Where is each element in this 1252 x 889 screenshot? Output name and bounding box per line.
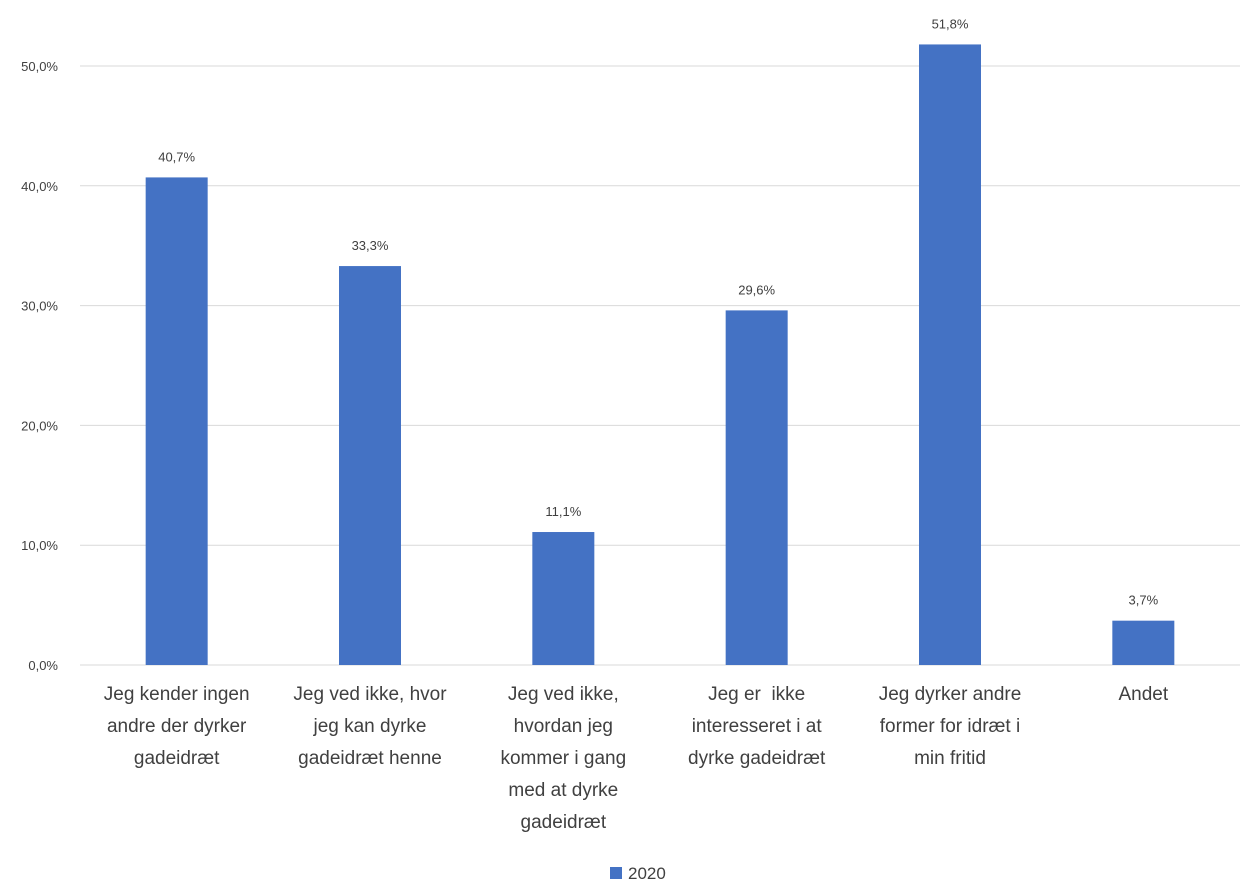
- x-category-label: Jeg dyrker andre: [879, 684, 1022, 705]
- bar: [1112, 620, 1175, 665]
- x-category-label: Jeg er ikke: [708, 684, 805, 705]
- data-label: 11,1%: [545, 504, 581, 519]
- x-category-label: kommer i gang: [500, 748, 626, 769]
- x-axis-categories: Jeg kender ingen andre der dyrker gadeidræ…: [104, 684, 1169, 833]
- x-category-label: gadeidræt: [521, 812, 607, 833]
- legend-swatch: [610, 867, 622, 879]
- x-category-label: Jeg kender ingen: [104, 684, 250, 705]
- bar: [725, 310, 788, 665]
- data-label: 29,6%: [738, 282, 775, 297]
- x-category-label: med at dyrke: [508, 780, 618, 801]
- bars: [145, 44, 1175, 666]
- y-tick-label: 20,0%: [21, 418, 58, 433]
- data-label: 33,3%: [352, 238, 389, 253]
- data-label: 40,7%: [158, 149, 195, 164]
- x-category-label: andre der dyrker: [107, 716, 247, 737]
- x-category-label: dyrke gadeidræt: [688, 748, 826, 769]
- x-category-label: former for idræt i: [880, 716, 1020, 737]
- bar: [532, 532, 595, 665]
- y-tick-label: 30,0%: [21, 299, 58, 314]
- gridlines: [80, 65, 1240, 666]
- x-category-label: gadeidræt henne: [298, 748, 442, 769]
- x-category-label: jeg kan dyrke: [312, 716, 426, 737]
- x-category-label: min fritid: [914, 748, 986, 769]
- legend: 2020: [610, 864, 666, 883]
- legend-label: 2020: [628, 864, 666, 883]
- y-tick-label: 0,0%: [28, 658, 58, 673]
- x-category-label: Andet: [1119, 684, 1169, 705]
- bar: [919, 44, 981, 666]
- data-labels: 40,7% 33,3% 11,1% 29,6% 51,8% 3,7%: [158, 16, 1158, 607]
- x-category-label: gadeidræt: [134, 748, 220, 769]
- x-category-label: hvordan jeg: [514, 716, 613, 737]
- x-category-label: Jeg ved ikke,: [508, 684, 619, 705]
- data-label: 51,8%: [932, 16, 969, 31]
- bar: [339, 266, 401, 665]
- y-tick-label: 40,0%: [21, 179, 58, 194]
- y-tick-label: 10,0%: [21, 538, 58, 553]
- y-tick-label: 50,0%: [21, 59, 58, 74]
- data-label: 3,7%: [1129, 593, 1159, 608]
- x-category-label: interesseret i at: [692, 716, 823, 737]
- y-axis-ticks: 0,0% 10,0% 20,0% 30,0% 40,0% 50,0%: [21, 59, 58, 673]
- bar: [145, 177, 208, 665]
- x-category-label: Jeg ved ikke, hvor: [293, 684, 447, 705]
